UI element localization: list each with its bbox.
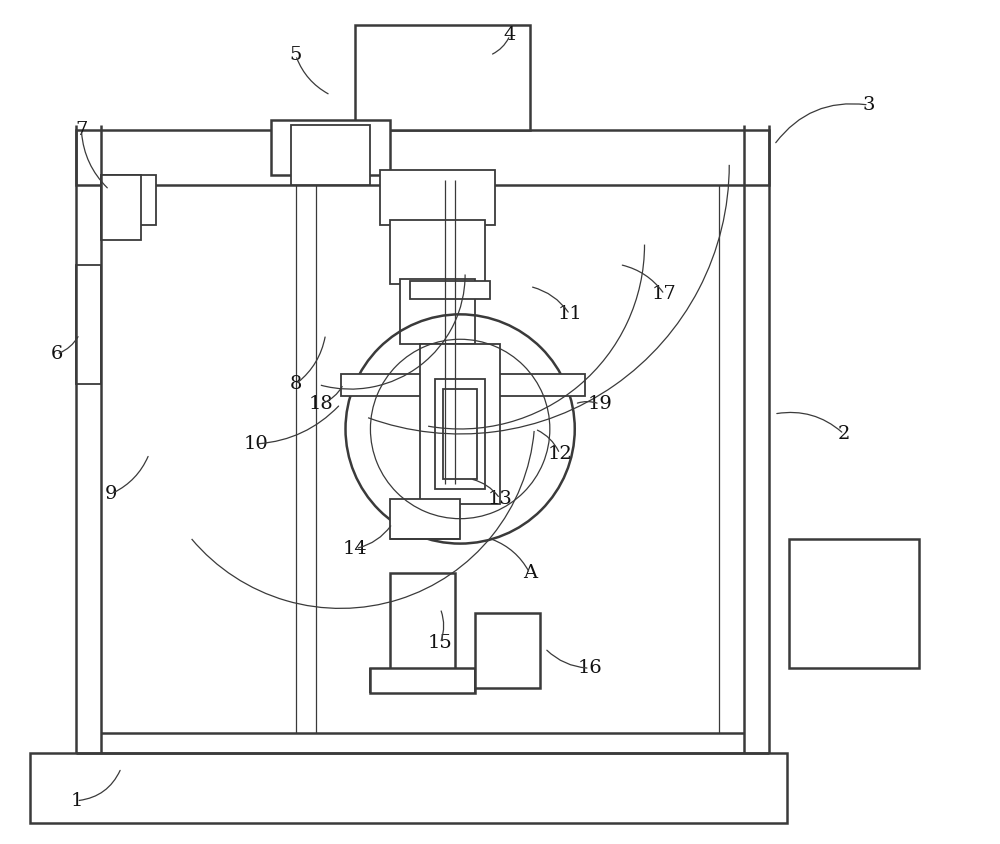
Text: 4: 4 [504,26,516,44]
Text: 10: 10 [243,435,268,453]
Text: 16: 16 [577,659,602,677]
Bar [101,175,156,225]
Bar [380,170,495,225]
Text: A: A [523,565,537,582]
Bar [475,614,540,688]
Text: 15: 15 [428,635,453,652]
Bar [390,219,485,284]
Text: 14: 14 [343,539,368,558]
Bar [101,175,141,240]
Text: 13: 13 [488,490,512,508]
Bar [410,281,490,300]
Bar [76,130,769,185]
Bar [76,264,101,384]
Bar [435,379,485,489]
Bar [789,538,919,668]
Text: 8: 8 [289,375,302,393]
Text: 7: 7 [75,121,88,139]
Text: 6: 6 [50,345,63,363]
Bar [271,120,390,175]
Text: 19: 19 [587,395,612,413]
Text: 17: 17 [652,285,677,304]
Text: 18: 18 [308,395,333,413]
Text: 12: 12 [547,445,572,463]
Bar [390,499,460,538]
Bar [443,389,477,479]
Bar [30,753,787,823]
Bar [355,25,530,130]
Bar [420,344,500,504]
Text: 3: 3 [863,96,875,114]
Bar [341,374,585,396]
Bar [291,125,370,185]
Text: 11: 11 [557,306,582,323]
Bar [400,279,475,344]
Text: 2: 2 [838,425,850,443]
Bar [390,574,455,679]
Bar [370,668,475,693]
Text: 5: 5 [289,46,302,64]
Text: 9: 9 [105,484,118,503]
Text: 1: 1 [70,792,83,809]
